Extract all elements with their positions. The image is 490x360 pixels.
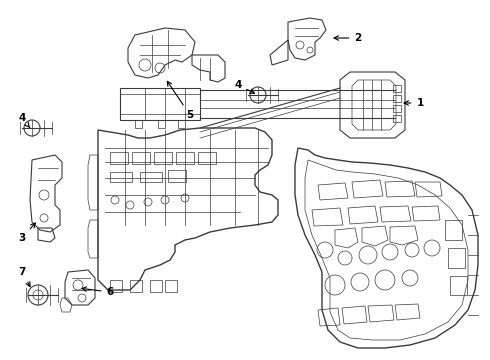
Text: 5: 5 xyxy=(167,81,194,120)
Bar xyxy=(140,172,162,182)
Bar xyxy=(393,85,401,92)
Bar xyxy=(176,152,194,164)
Bar xyxy=(393,115,401,122)
Text: 1: 1 xyxy=(404,98,424,108)
Text: 6: 6 xyxy=(82,287,114,297)
Bar xyxy=(393,105,401,112)
Bar xyxy=(110,152,128,164)
Bar xyxy=(132,152,150,164)
Text: 3: 3 xyxy=(19,223,35,243)
Bar xyxy=(393,95,401,102)
Bar xyxy=(154,152,172,164)
Text: 4: 4 xyxy=(18,113,30,128)
Bar xyxy=(110,172,132,182)
Text: 7: 7 xyxy=(18,267,30,287)
Bar xyxy=(168,170,186,182)
Text: 4: 4 xyxy=(234,80,254,93)
Text: 2: 2 xyxy=(334,33,362,43)
Bar xyxy=(198,152,216,164)
